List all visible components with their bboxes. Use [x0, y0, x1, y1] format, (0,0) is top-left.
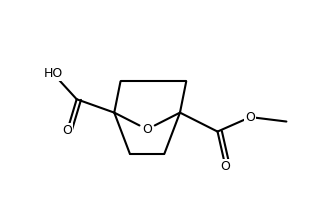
- Text: O: O: [62, 124, 72, 137]
- Text: HO: HO: [44, 67, 63, 80]
- Text: O: O: [142, 123, 152, 136]
- Text: O: O: [220, 160, 230, 173]
- Text: O: O: [245, 111, 255, 124]
